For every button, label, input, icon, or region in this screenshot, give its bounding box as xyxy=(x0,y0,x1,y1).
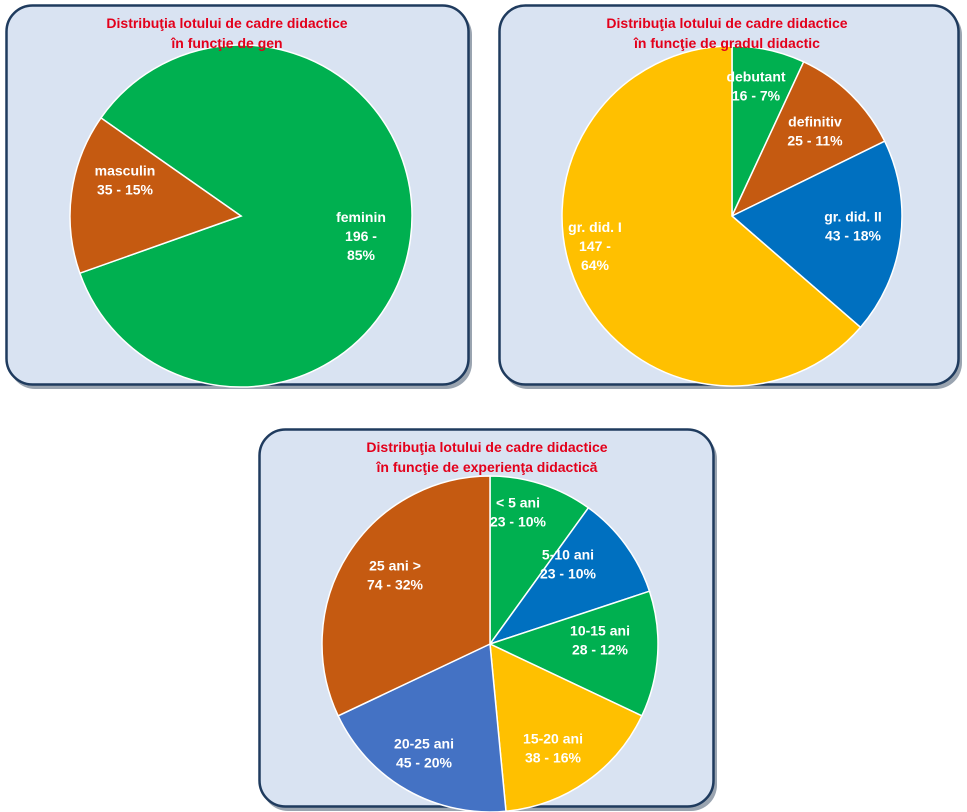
pie-slices xyxy=(321,475,659,812)
slice-label-line: 16 - 7% xyxy=(732,88,781,104)
slice-label-line: 64% xyxy=(581,257,610,273)
slice-label-5-ani: < 5 ani 23 - 10% xyxy=(490,495,547,530)
pie-chart-experience: < 5 ani 23 - 10% 5-10 ani 23 - 10% 10-15 ani… xyxy=(258,428,717,812)
slice-label-5-10-ani: 5-10 ani 23 - 10% xyxy=(540,547,597,582)
pie-slice-definitiv xyxy=(730,60,886,218)
slice-label-line: debutant xyxy=(726,69,785,85)
pie-slice-masculin xyxy=(69,116,243,275)
slice-label-line: 35 - 15% xyxy=(97,182,154,198)
chart-title-line: Distribuţia lotului de cadre didactice xyxy=(366,439,607,455)
slice-label-debutant: debutant 16 - 7% xyxy=(726,69,785,104)
slice-label-line: feminin xyxy=(336,209,386,225)
slice-label-line: gr. did. I xyxy=(568,219,622,235)
pie-chart-gender-svg: feminin 196 - 85% masculin 35 - 15% Distribuţ… xyxy=(5,4,472,389)
slice-label-25-ani: 25 ani > 74 - 32% xyxy=(367,558,424,593)
slice-label-masculin: masculin 35 - 15% xyxy=(95,163,156,198)
slice-label-line: 10-15 ani xyxy=(570,623,630,639)
slice-label-line: masculin xyxy=(95,163,156,179)
pie-slices xyxy=(69,44,413,388)
pie-slices xyxy=(561,45,903,387)
slice-label-line: 20-25 ani xyxy=(394,736,454,752)
slice-label-line: definitiv xyxy=(788,114,842,130)
slice-label-definitiv: definitiv 25 - 11% xyxy=(787,114,843,149)
slice-label-10-15-ani: 10-15 ani 28 - 12% xyxy=(570,623,630,658)
pie-slice-10-15-ani xyxy=(487,590,659,717)
pie-slice-15-20-ani xyxy=(489,642,643,812)
slice-label-line: 23 - 10% xyxy=(490,514,547,530)
pie-slice-25-ani xyxy=(321,475,491,717)
pie-chart-didactic-degree-svg: debutant 16 - 7% definitiv 25 - 11% gr. did.… xyxy=(498,4,962,389)
chart-title-line: în funcţie de gen xyxy=(170,35,282,51)
slice-label-20-25-ani: 20-25 ani 45 - 20% xyxy=(394,736,454,771)
slice-label-line: 25 ani > xyxy=(369,558,421,574)
pie-slice-gr-did-ii xyxy=(730,140,903,329)
slice-label-line: 45 - 20% xyxy=(396,755,453,771)
slice-label-line: 15-20 ani xyxy=(523,731,583,747)
slice-label-15-20-ani: 15-20 ani 38 - 16% xyxy=(523,731,583,766)
slice-label-line: 38 - 16% xyxy=(525,750,582,766)
pie-slice-5-ani xyxy=(489,475,590,647)
slice-label-line: 85% xyxy=(347,247,376,263)
slice-label-line: 5-10 ani xyxy=(542,547,594,563)
chart-title: Distribuţia lotului de cadre didactice în… xyxy=(606,15,847,51)
slice-label-line: 147 - xyxy=(579,238,611,254)
slice-label-line: 74 - 32% xyxy=(367,577,424,593)
chart-title-line: în funcţie de experienţa didactică xyxy=(376,459,598,475)
pie-chart-experience-svg: < 5 ani 23 - 10% 5-10 ani 23 - 10% 10-15 ani… xyxy=(258,428,717,812)
slice-label-feminin: feminin 196 - 85% xyxy=(336,209,386,263)
slice-label-gr-did-i: gr. did. I 147 - 64% xyxy=(568,219,622,273)
slice-label-gr-did-ii: gr. did. II 43 - 18% xyxy=(824,209,882,244)
slice-label-line: gr. did. II xyxy=(824,209,882,225)
pie-slice-5-10-ani xyxy=(488,506,651,646)
chart-title: Distribuţia lotului de cadre didactice în… xyxy=(366,439,607,475)
slice-label-line: 196 - xyxy=(345,228,377,244)
slice-label-line: 23 - 10% xyxy=(540,566,597,582)
chart-title-line: în funcţie de gradul didactic xyxy=(633,35,820,51)
chart-title: Distribuţia lotului de cadre didactice în… xyxy=(106,15,347,51)
slice-label-line: 28 - 12% xyxy=(572,642,629,658)
slice-label-line: 43 - 18% xyxy=(825,228,882,244)
pie-chart-gender: feminin 196 - 85% masculin 35 - 15% Distribuţ… xyxy=(5,4,472,389)
slice-label-line: 25 - 11% xyxy=(787,133,843,149)
chart-title-line: Distribuţia lotului de cadre didactice xyxy=(106,15,347,31)
pie-slice-feminin xyxy=(78,44,413,388)
chart-title-line: Distribuţia lotului de cadre didactice xyxy=(606,15,847,31)
pie-chart-didactic-degree: debutant 16 - 7% definitiv 25 - 11% gr. did.… xyxy=(498,4,962,389)
pie-slice-gr-did-i xyxy=(561,45,862,387)
slice-label-line: < 5 ani xyxy=(496,495,540,511)
